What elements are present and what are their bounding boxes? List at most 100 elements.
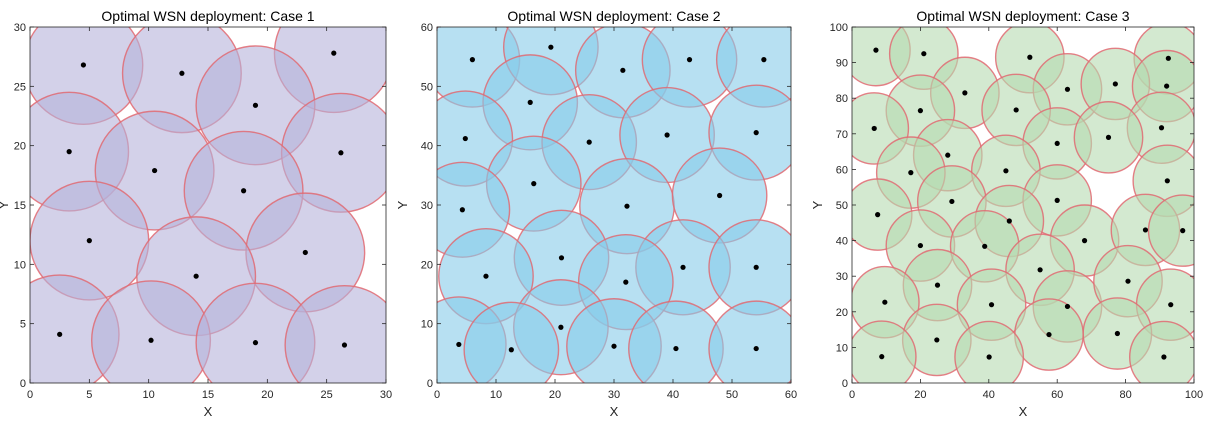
coverage-circle-39 [954,320,1025,383]
y-tick-label: 60 [421,22,433,34]
x-tick-label: 50 [726,389,738,401]
sensor-node-5 [962,90,968,96]
chart-title: Optimal WSN deployment: Case 2 [507,8,720,24]
x-axis-label: X [610,404,619,419]
sensor-node-22 [508,347,514,353]
sensor-node-5 [761,57,767,63]
x-tick-label: 10 [143,389,155,401]
sensor-node-25 [1081,238,1088,244]
sensor-node-8 [1164,83,1170,89]
sensor-node-9 [86,238,92,244]
sensor-node-23 [611,343,617,349]
sensor-node-32 [1125,278,1131,284]
sensor-node-9 [664,132,670,138]
sensor-node-1 [469,57,475,63]
y-axis-label: Y [810,200,825,209]
x-tick-label: 30 [380,389,392,401]
sensor-node-12 [1158,125,1165,131]
sensor-node-12 [57,331,63,337]
coverage-circle-40 [1129,320,1194,383]
x-tick-label: 40 [667,389,679,401]
y-tick-label: 80 [836,93,848,105]
x-tick-label: 10 [490,389,502,401]
sensor-node-12 [459,207,465,213]
x-tick-label: 40 [983,389,995,401]
sensor-node-13 [148,337,154,343]
y-tick-label: 20 [421,259,433,271]
sensor-node-20 [558,324,564,330]
y-tick-label: 20 [14,141,26,153]
sensor-node-15 [341,342,348,348]
sensor-node-2 [179,70,185,76]
sensor-node-15 [558,255,565,261]
sensor-node-22 [1006,218,1012,224]
x-tick-label: 20 [261,389,273,401]
sensor-node-16 [908,170,914,176]
y-tick-label: 15 [14,200,26,212]
chart-panel-1: 0 5 10 15 20 25 30 0 5 10 15 20 25 30 Optimal WSN depl… [0,8,392,419]
sensor-node-7 [1112,81,1118,87]
sensor-node-14 [717,192,723,199]
sensor-node-1 [80,62,86,68]
sensor-node-3 [1027,54,1033,60]
sensor-node-38 [879,354,885,360]
sensor-node-25 [753,345,759,352]
x-tick-label: 0 [849,389,855,401]
coverage-circle-25 [708,300,791,383]
sensor-node-29 [1037,267,1043,273]
x-tick-label: 15 [202,389,214,401]
sensor-node-10 [302,249,308,256]
x-tick-label: 60 [1051,389,1063,401]
y-axis-label: Y [395,200,410,209]
sensor-node-35 [934,337,940,343]
y-tick-label: 40 [836,236,848,248]
sensor-node-5 [66,149,72,155]
sensor-node-4 [686,57,693,63]
sensor-node-13 [624,203,630,209]
sensor-node-3 [331,50,337,56]
sensor-node-19 [949,198,955,205]
y-tick-label: 0 [20,378,26,390]
chart-title: Optimal WSN deployment: Case 1 [101,8,314,24]
x-tick-label: 60 [785,389,797,401]
x-tick-label: 100 [1185,389,1203,401]
y-tick-label: 50 [836,200,848,212]
sensor-node-8 [586,139,592,145]
sensor-node-16 [483,273,489,279]
sensor-node-28 [934,282,941,288]
y-tick-label: 10 [421,319,433,331]
sensor-node-34 [1168,302,1174,308]
sensor-node-37 [1114,330,1120,337]
y-tick-label: 30 [421,200,433,212]
sensor-node-11 [531,181,537,187]
y-tick-label: 30 [836,271,848,283]
x-tick-label: 25 [321,389,333,401]
sensor-node-6 [1064,86,1071,92]
sensor-node-33 [882,299,888,305]
sensor-node-30 [988,302,995,308]
x-tick-label: 0 [434,389,440,401]
y-tick-label: 0 [427,378,433,390]
y-tick-label: 20 [836,307,848,319]
y-tick-label: 50 [421,81,433,93]
y-tick-label: 100 [830,22,848,34]
sensor-node-36 [1046,331,1052,338]
sensor-node-18 [753,264,759,270]
chart-panel-2: 0 10 20 30 40 50 60 0 10 20 30 40 50 60 Optimal WSN de… [395,8,797,419]
sensor-node-17 [1003,168,1009,174]
sensor-node-14 [252,340,259,346]
x-axis-label: X [204,404,213,419]
y-tick-label: 70 [836,129,848,141]
sensor-node-24 [673,345,679,352]
y-tick-label: 0 [842,378,848,390]
sensor-node-6 [152,167,158,174]
sensor-node-4 [1165,55,1171,61]
y-tick-label: 10 [14,259,26,271]
y-tick-label: 90 [836,58,848,70]
sensor-node-2 [548,44,554,50]
sensor-node-39 [986,354,992,360]
sensor-node-20 [1164,178,1170,184]
x-tick-label: 30 [608,389,620,401]
coverage-circle-38 [852,320,917,383]
